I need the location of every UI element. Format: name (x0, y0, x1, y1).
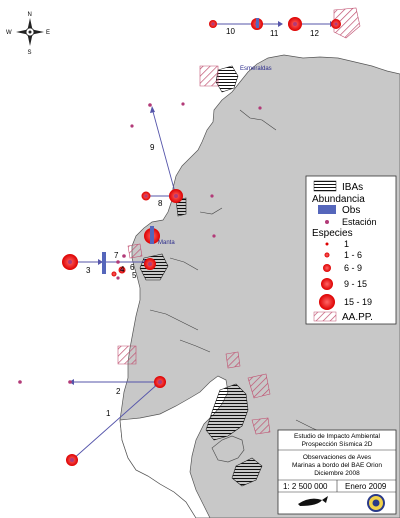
aapp-region (199, 65, 219, 87)
route-label-6: 6 (130, 263, 135, 272)
route-label-5: 5 (132, 271, 137, 280)
legend-abundancia: Abundancia (312, 194, 365, 205)
aapp-region (247, 373, 271, 399)
route-lines (71, 23, 334, 461)
info-line3: Observaciones de Aves (303, 454, 372, 461)
compass-e: E (46, 30, 50, 36)
route-labels: 1 2 3 4 5 6 7 8 9 10 11 12 (86, 27, 319, 418)
city-esmeraldas: Esmeraldas (240, 66, 272, 72)
iba-region (205, 383, 249, 441)
city-manta: Manta (158, 240, 175, 246)
aapp-region (225, 351, 241, 369)
puna-island (211, 435, 245, 463)
legend-aapp: AA.PP. (342, 312, 373, 323)
whale-logo-icon (298, 496, 328, 506)
route-label-8: 8 (158, 199, 163, 208)
gulf-bay (119, 375, 229, 518)
iba-region (231, 457, 263, 487)
compass-s: S (28, 50, 32, 56)
legend-especies: Especies (312, 228, 353, 239)
stations (62, 17, 341, 466)
route-label-2: 2 (116, 387, 121, 396)
info-line4: Marinas a bordo del BAE Orion (292, 462, 382, 469)
route-label-7: 7 (114, 251, 119, 260)
compass-w: W (6, 30, 12, 36)
rivers (149, 109, 327, 435)
stations-small (116, 254, 126, 280)
legend-class-2: 1 - 6 (344, 250, 362, 260)
route-label-3: 3 (86, 266, 91, 275)
route-label-12: 12 (310, 29, 319, 38)
aapp-region (251, 417, 271, 435)
route-label-10: 10 (226, 27, 235, 36)
route-label-11: 11 (270, 29, 279, 38)
legend-estacion: Estación (342, 217, 377, 227)
legend-obs: Obs (342, 205, 360, 216)
info-line5: Diciembre 2008 (314, 470, 360, 477)
legend: IBAs Abundancia Obs Estación Especies 1 … (305, 175, 397, 325)
info-scale: 1: 2 500 000 (283, 482, 328, 491)
info-date: Enero 2009 (345, 482, 387, 491)
legend-ibas: IBAs (342, 182, 363, 193)
route-label-9: 9 (150, 143, 155, 152)
legend-class-1: 1 (344, 239, 349, 249)
info-line1: Estudio de Impacto Ambiental (294, 433, 381, 440)
seal-logo-icon (367, 494, 385, 512)
aapp-region (117, 345, 137, 365)
legend-class-3: 6 - 9 (344, 263, 362, 273)
info-box: Estudio de Impacto Ambiental Prospección… (277, 429, 397, 515)
info-line2: Prospección Sísmica 2D (302, 441, 373, 448)
route-label-4: 4 (120, 265, 125, 274)
compass-n: N (28, 12, 32, 18)
compass-rose: N S E W (6, 12, 50, 56)
legend-class-5: 15 - 19 (344, 297, 372, 307)
legend-class-4: 9 - 15 (344, 279, 367, 289)
aapp-region (127, 243, 143, 259)
route-label-1: 1 (106, 409, 111, 418)
observation-dots (18, 102, 262, 384)
obs-bars (102, 18, 259, 274)
